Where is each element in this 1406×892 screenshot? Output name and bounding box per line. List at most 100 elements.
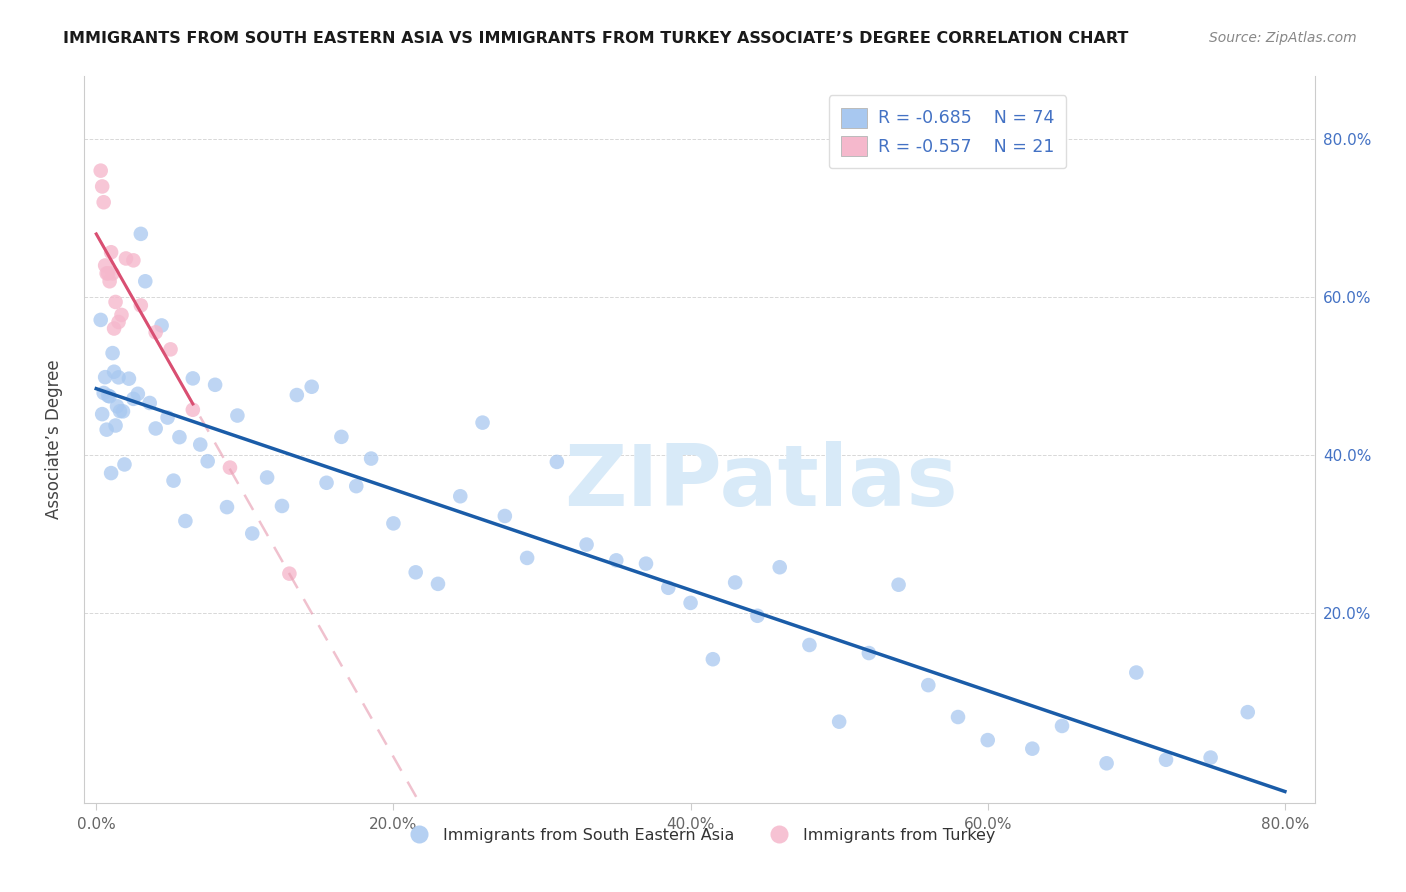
Point (127, 386, 149, 401)
Point (215, 500, 238, 515)
Point (100, 245, 122, 260)
Point (575, 537, 598, 551)
Point (344, 479, 367, 493)
Point (1095, 756, 1118, 771)
Point (1154, 753, 1177, 767)
Point (138, 396, 160, 410)
Point (657, 581, 679, 595)
Point (301, 380, 323, 394)
Point (828, 714, 851, 729)
Point (605, 553, 627, 567)
Point (111, 404, 134, 418)
Point (197, 454, 219, 468)
Point (285, 388, 308, 402)
Point (769, 560, 792, 574)
Point (115, 252, 138, 266)
Point (104, 295, 127, 310)
Point (105, 399, 128, 413)
Point (188, 437, 211, 451)
Point (98, 274, 121, 288)
Point (94, 259, 117, 273)
Point (330, 430, 353, 444)
Point (162, 474, 184, 488)
Point (129, 298, 152, 312)
Point (946, 710, 969, 724)
Point (96, 423, 118, 437)
Point (101, 346, 124, 360)
Point (360, 451, 382, 466)
Point (1199, 750, 1222, 764)
Y-axis label: Associate’s Degree: Associate’s Degree (45, 359, 63, 519)
Point (181, 402, 204, 417)
Point (278, 566, 301, 581)
Point (382, 516, 405, 531)
Point (1021, 741, 1043, 756)
Point (90, 163, 112, 178)
Point (145, 326, 167, 340)
Point (315, 475, 337, 490)
Point (110, 308, 132, 322)
Point (98, 389, 121, 403)
Point (917, 678, 939, 692)
Point (134, 274, 156, 288)
Point (93, 195, 115, 210)
Point (100, 466, 122, 480)
Point (103, 365, 125, 379)
Point (799, 638, 821, 652)
Point (1125, 665, 1147, 680)
Point (1050, 719, 1073, 733)
Point (546, 455, 568, 469)
Point (1236, 705, 1258, 719)
Point (169, 430, 191, 444)
Point (240, 526, 263, 541)
Point (858, 646, 880, 660)
Point (174, 514, 197, 528)
Point (405, 566, 427, 580)
Point (96, 266, 118, 280)
Point (91, 179, 114, 194)
Point (107, 315, 129, 329)
Point (977, 733, 1000, 747)
Point (150, 318, 173, 333)
Point (91, 407, 114, 421)
Text: IMMIGRANTS FROM SOUTH EASTERN ASIA VS IMMIGRANTS FROM TURKEY ASSOCIATE’S DEGREE : IMMIGRANTS FROM SOUTH EASTERN ASIA VS IM… (63, 31, 1129, 46)
Point (159, 343, 181, 357)
Point (449, 489, 471, 503)
Point (97, 266, 120, 280)
Point (94, 370, 117, 384)
Point (471, 416, 494, 430)
Point (427, 577, 450, 591)
Point (93, 386, 115, 401)
Point (204, 377, 226, 392)
Point (516, 550, 538, 565)
Point (122, 392, 145, 406)
Point (494, 508, 516, 523)
Point (122, 253, 145, 268)
Point (104, 418, 127, 433)
Point (97, 389, 120, 403)
Point (90, 313, 112, 327)
Point (887, 578, 910, 592)
Point (256, 470, 278, 484)
Point (129, 227, 152, 241)
Point (702, 652, 724, 666)
Point (634, 557, 657, 571)
Text: ZIPatlas: ZIPatlas (564, 442, 957, 524)
Point (724, 575, 747, 590)
Point (226, 409, 249, 423)
Legend: Immigrants from South Eastern Asia, Immigrants from Turkey: Immigrants from South Eastern Asia, Immi… (396, 822, 1002, 849)
Point (108, 404, 131, 418)
Point (679, 596, 702, 610)
Point (747, 608, 769, 623)
Text: Source: ZipAtlas.com: Source: ZipAtlas.com (1209, 31, 1357, 45)
Point (271, 499, 294, 513)
Point (114, 458, 136, 472)
Point (156, 410, 179, 425)
Point (101, 266, 124, 280)
Point (145, 421, 167, 435)
Point (219, 460, 242, 475)
Point (107, 370, 129, 384)
Point (181, 371, 204, 385)
Point (103, 321, 125, 335)
Point (118, 372, 141, 386)
